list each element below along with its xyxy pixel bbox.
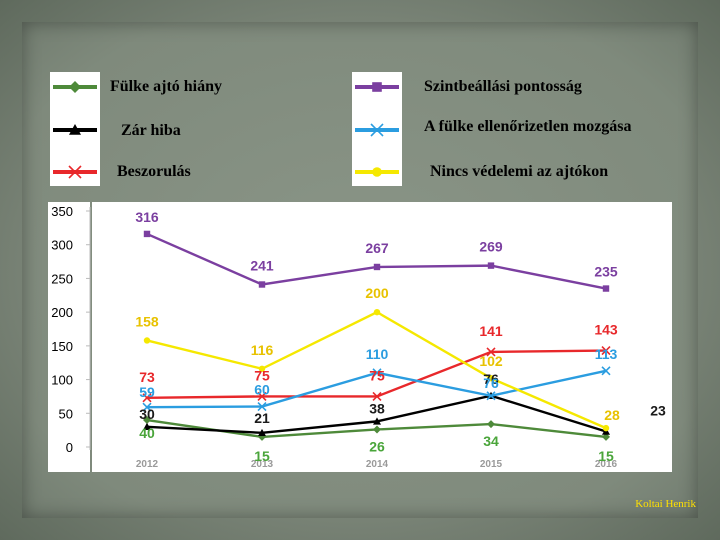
data-label: 235 xyxy=(594,264,618,280)
data-point xyxy=(258,365,266,372)
data-point xyxy=(602,424,610,432)
data-label: 316 xyxy=(135,209,159,225)
credit-text: Koltai Henrik xyxy=(635,498,696,510)
data-point xyxy=(373,425,381,434)
y-axis-panel xyxy=(48,202,90,472)
x-tick-label: 2016 xyxy=(595,459,618,470)
data-point xyxy=(258,428,266,437)
data-label: 26 xyxy=(369,438,385,454)
data-label: 75 xyxy=(254,367,270,383)
data-point xyxy=(486,391,496,401)
data-point xyxy=(143,230,151,238)
legend-label-3: Beszorulás xyxy=(117,163,191,180)
data-label: 40 xyxy=(139,425,155,441)
data-label: 34 xyxy=(483,433,499,449)
data-label: 200 xyxy=(365,285,389,301)
data-point xyxy=(257,401,267,412)
data-point xyxy=(602,432,610,441)
x-tick-label: 2012 xyxy=(136,459,159,470)
data-point xyxy=(373,263,381,271)
data-point xyxy=(487,420,495,429)
legend-marker-5 xyxy=(370,123,384,137)
data-label: 269 xyxy=(479,239,503,255)
data-label: 143 xyxy=(594,322,618,338)
data-point xyxy=(142,402,152,412)
y-tick-label: 100 xyxy=(51,373,73,388)
data-label: 28 xyxy=(604,407,620,423)
data-label: 241 xyxy=(250,257,274,273)
data-label: 21 xyxy=(254,410,270,426)
data-label: 30 xyxy=(139,406,155,422)
legend-marker-2 xyxy=(69,124,81,135)
x-tick-label: 2015 xyxy=(480,459,503,470)
data-label: 15 xyxy=(254,448,270,464)
data-label: 23 xyxy=(650,402,666,418)
data-label: 110 xyxy=(366,346,389,362)
data-point xyxy=(143,416,151,425)
data-label: 102 xyxy=(479,353,503,369)
legend-label-4: Szintbeállási pontosság xyxy=(424,78,582,95)
data-point xyxy=(602,285,610,292)
legend-label-5: A fülke ellenőrizetlen mozgása xyxy=(424,118,632,135)
data-point xyxy=(143,422,151,430)
y-tick-label: 0 xyxy=(66,440,73,455)
data-point xyxy=(486,347,496,357)
data-label: 38 xyxy=(369,400,385,416)
data-point xyxy=(257,391,267,401)
data-label: 76 xyxy=(483,375,499,391)
data-point xyxy=(601,366,611,376)
y-tick-label: 50 xyxy=(59,406,73,421)
data-label: 158 xyxy=(135,313,159,329)
data-point xyxy=(372,391,382,401)
data-point xyxy=(142,393,152,403)
y-tick-label: 350 xyxy=(51,204,73,219)
data-point xyxy=(601,346,611,356)
x-tick-label: 2014 xyxy=(366,459,389,470)
data-label: 73 xyxy=(139,369,155,385)
data-label: 75 xyxy=(369,367,385,383)
data-point xyxy=(487,262,495,269)
legend-label-2: Zár hiba xyxy=(121,122,181,139)
data-label: 60 xyxy=(254,382,270,398)
legend-marker-1 xyxy=(69,81,81,93)
data-label: 116 xyxy=(251,342,274,358)
data-point xyxy=(487,375,495,382)
data-point xyxy=(373,417,381,425)
legend-marker-3 xyxy=(68,165,82,179)
data-label: 76 xyxy=(483,371,499,387)
legend-marker-6 xyxy=(372,167,382,177)
data-label: 267 xyxy=(365,240,389,256)
y-tick-label: 150 xyxy=(51,339,73,354)
y-tick-label: 250 xyxy=(51,271,73,286)
data-point xyxy=(143,337,151,344)
data-label: 15 xyxy=(598,448,614,464)
legend-marker-4 xyxy=(372,82,382,92)
data-point xyxy=(373,308,381,316)
data-point xyxy=(372,368,382,378)
data-point xyxy=(258,281,266,288)
data-label: 59 xyxy=(139,384,155,400)
legend-label-6: Nincs védelemi az ajtókon xyxy=(430,163,609,180)
y-tick-label: 200 xyxy=(51,305,73,320)
y-tick-label: 300 xyxy=(51,238,73,253)
legend-label-1: Fülke ajtó hiány xyxy=(110,78,223,95)
x-tick-label: 2013 xyxy=(251,459,274,470)
data-label: 113 xyxy=(595,346,618,362)
data-label: 141 xyxy=(479,323,503,339)
